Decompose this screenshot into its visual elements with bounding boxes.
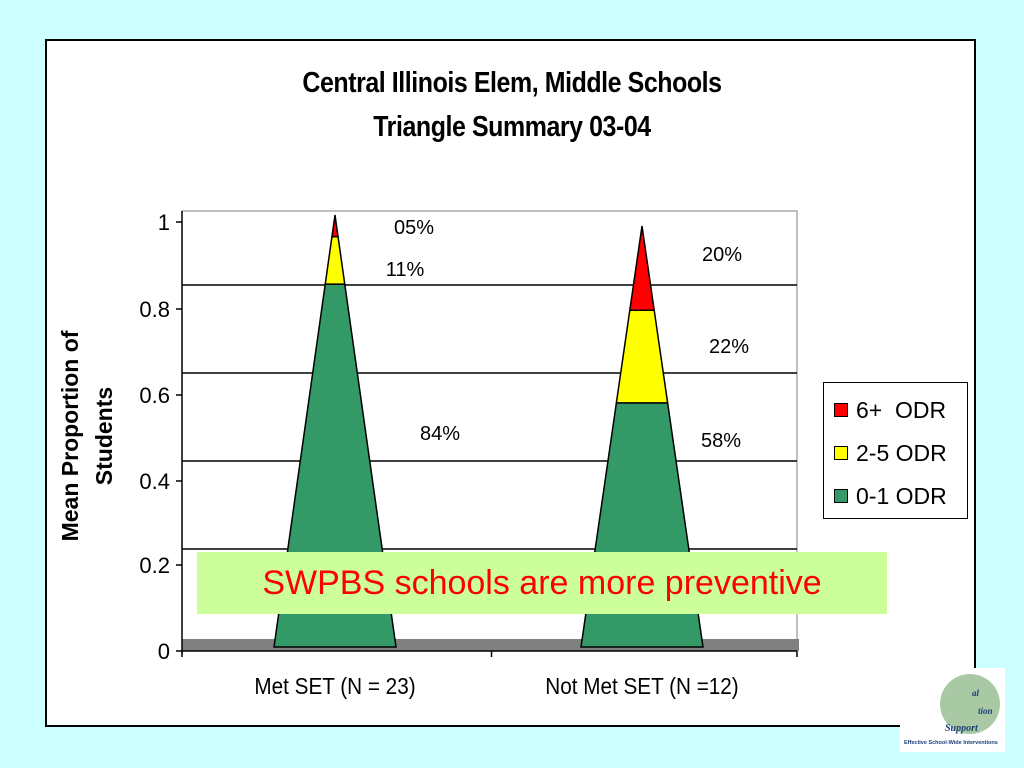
x-tick-label: Met SET (N = 23) — [254, 673, 415, 699]
legend: 6+ ODR 2-5 ODR 0-1 ODR — [823, 382, 968, 519]
chart-subtitle: Triangle Summary 03-04 — [373, 111, 651, 143]
data-label: 05% — [394, 217, 434, 239]
callout-banner: SWPBS schools are more preventive — [197, 552, 887, 614]
data-label: 84% — [420, 423, 460, 445]
y-tick-label: 0.4 — [139, 469, 170, 494]
bar-segment-6-odr-1 — [628, 225, 656, 311]
legend-label: 2-5 ODR — [856, 439, 947, 466]
data-label: 20% — [702, 244, 742, 266]
legend-item-0-1-odr: 0-1 ODR — [834, 481, 947, 511]
data-label: 22% — [709, 336, 749, 358]
legend-swatch-red — [834, 403, 848, 417]
y-tick-label: 0.2 — [139, 553, 170, 578]
logo-tagline: Effective School-Wide Interventions — [904, 740, 998, 746]
chart-title: Central Illinois Elem, Middle Schools — [302, 67, 722, 99]
y-axis-title: Students — [91, 387, 117, 485]
x-tick-label: Not Met SET (N =12) — [545, 673, 738, 699]
data-label: 11% — [386, 259, 425, 281]
data-label: 58% — [701, 430, 741, 452]
logo-word: Support — [945, 723, 978, 734]
legend-label: 0-1 ODR — [856, 482, 947, 509]
legend-swatch-green — [834, 489, 848, 503]
logo-word: tion — [978, 706, 993, 716]
legend-swatch-yellow — [834, 446, 848, 460]
logo-word: al — [972, 688, 980, 698]
y-tick-label: 1 — [158, 210, 170, 235]
legend-item-6plus-odr: 6+ ODR — [834, 395, 946, 425]
y-tick-label: 0.8 — [139, 297, 170, 322]
bar-segment-6-odr-0 — [331, 214, 339, 238]
y-tick-label: 0 — [158, 639, 170, 664]
pbis-logo: al tion Support Effective School-Wide In… — [900, 668, 1005, 752]
y-tick-label: 0.6 — [139, 383, 170, 408]
logo-globe-icon — [940, 674, 1000, 734]
y-axis-title: Mean Proportion of — [57, 330, 83, 541]
legend-item-2-5-odr: 2-5 ODR — [834, 438, 947, 468]
legend-label: 6+ ODR — [856, 396, 947, 423]
